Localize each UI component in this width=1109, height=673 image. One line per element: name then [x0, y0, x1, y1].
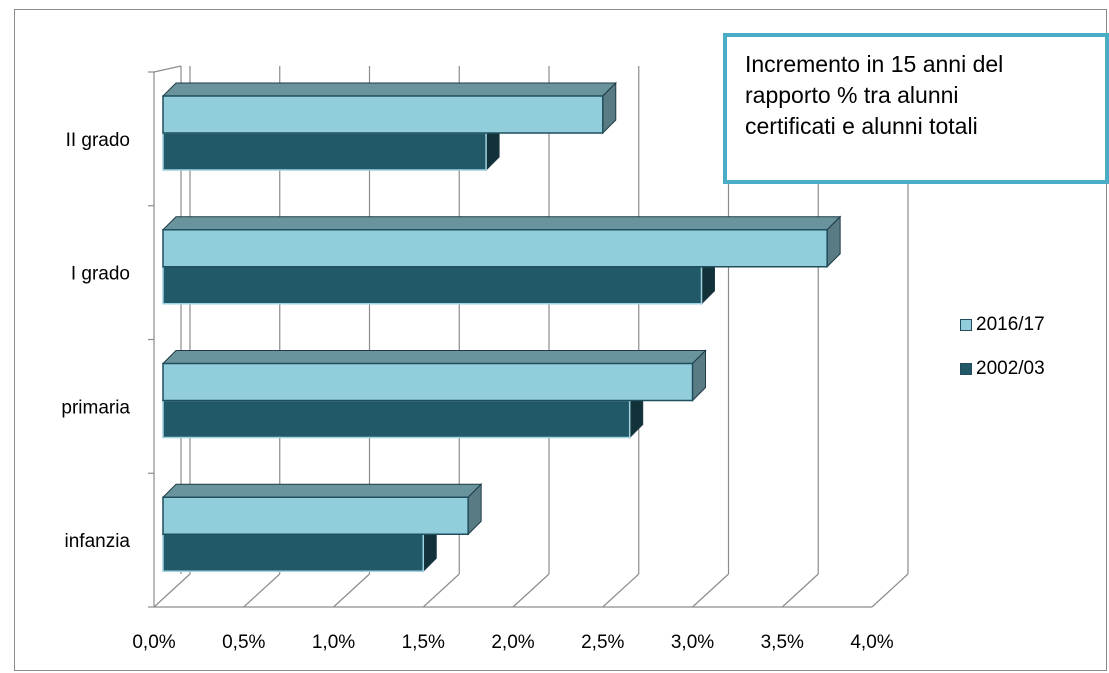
category-label: primaria: [61, 397, 130, 418]
bar-2016-17-i-grado-top: [161, 216, 842, 231]
floor-line: [512, 573, 550, 608]
bar-2016-17-primaria-top: [161, 350, 707, 364]
floor-line: [602, 573, 640, 608]
legend-label-2016: 2016/17: [976, 314, 1045, 335]
bar-2016-17-infanzia-top: [161, 483, 483, 498]
floor-line: [781, 573, 819, 608]
bar-2016-17-ii-grado-top: [161, 82, 617, 97]
floor-line: [422, 573, 460, 608]
x-tick-label: 0,5%: [222, 632, 265, 653]
floor-line: [243, 573, 281, 608]
side-wall-top: [153, 65, 182, 73]
bar-2002-03-ii-grado: [162, 132, 487, 171]
legend-swatch-2016: [960, 319, 972, 331]
bar-2016-17-primaria: [162, 362, 694, 402]
floor-line: [333, 573, 370, 608]
floor-line: [153, 573, 191, 608]
x-tick-label: 0,0%: [132, 632, 175, 653]
bar-2016-17-ii-grado: [162, 95, 604, 134]
bar-2002-03-primaria: [162, 399, 631, 439]
category-label: infanzia: [65, 531, 131, 552]
bar-2002-03-i-grado: [162, 266, 703, 305]
legend-swatch-2002: [960, 363, 972, 375]
legend-item-2016: 2016/17: [960, 314, 1045, 336]
bar-2016-17-infanzia: [162, 496, 469, 535]
x-tick-label: 2,5%: [581, 632, 624, 653]
legend-item-2002: 2002/03: [960, 358, 1045, 380]
annotation-box: Incremento in 15 anni del rapporto % tra…: [723, 33, 1109, 184]
legend-label-2002: 2002/03: [976, 358, 1045, 379]
category-label: I grado: [71, 264, 130, 285]
x-tick-label: 1,5%: [402, 632, 445, 653]
floor-line: [692, 573, 729, 608]
x-tick-label: 2,0%: [491, 632, 534, 653]
category-label: II grado: [66, 130, 130, 151]
x-tick-label: 1,0%: [312, 632, 355, 653]
x-tick-label: 3,0%: [671, 632, 714, 653]
bar-2002-03-infanzia: [162, 533, 425, 572]
x-tick-label: 3,5%: [761, 632, 804, 653]
x-tick-label: 4,0%: [850, 632, 893, 653]
floor-line: [871, 573, 909, 608]
bar-2016-17-i-grado: [162, 229, 828, 268]
